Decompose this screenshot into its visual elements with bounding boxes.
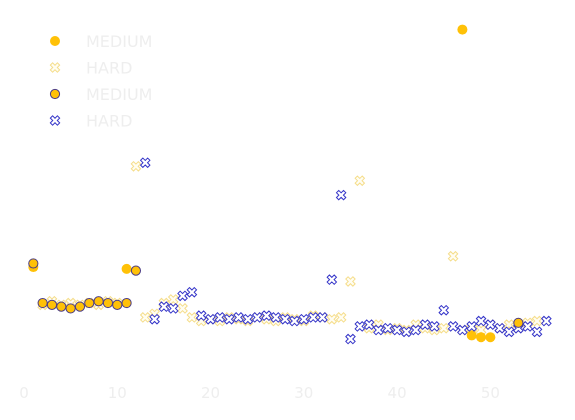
data-point bbox=[457, 24, 468, 35]
data-point bbox=[326, 274, 338, 286]
legend: MEDIUM HARD MEDIUM HARD bbox=[49, 32, 152, 131]
legend-label: HARD bbox=[86, 112, 132, 131]
data-point bbox=[335, 189, 347, 201]
data-point bbox=[345, 276, 356, 287]
data-point bbox=[37, 297, 48, 309]
data-point bbox=[158, 301, 170, 313]
legend-label: HARD bbox=[86, 59, 132, 78]
legend-marker bbox=[49, 88, 61, 100]
data-point bbox=[457, 324, 468, 336]
data-point bbox=[447, 250, 459, 262]
data-point bbox=[363, 319, 375, 331]
data-point bbox=[149, 313, 160, 325]
data-point bbox=[270, 312, 282, 323]
x-tick-label: 0 bbox=[19, 384, 29, 402]
data-point bbox=[139, 312, 151, 323]
data-point bbox=[74, 301, 86, 312]
data-point bbox=[438, 304, 450, 316]
x-tick-label: 30 bbox=[294, 384, 313, 402]
data-point bbox=[513, 317, 524, 328]
legend-label: MEDIUM bbox=[86, 32, 152, 51]
data-point bbox=[177, 290, 188, 302]
data-point bbox=[391, 324, 403, 336]
data-point bbox=[177, 303, 188, 314]
data-point bbox=[261, 310, 272, 322]
data-point bbox=[289, 315, 300, 327]
data-point bbox=[373, 324, 384, 336]
x-tick-label: 10 bbox=[108, 384, 127, 402]
data-point bbox=[485, 319, 496, 331]
series-4 bbox=[139, 157, 552, 345]
data-point bbox=[186, 312, 198, 323]
data-point bbox=[485, 332, 496, 343]
data-point bbox=[186, 286, 198, 298]
data-point bbox=[531, 326, 543, 338]
data-point bbox=[354, 321, 366, 332]
x-axis-ticks: 0 10 20 30 40 50 bbox=[19, 384, 500, 402]
data-point bbox=[494, 322, 506, 334]
data-point bbox=[84, 297, 95, 309]
legend-item: HARD bbox=[49, 112, 132, 131]
legend-item: HARD bbox=[49, 59, 132, 78]
data-point bbox=[242, 313, 254, 325]
legend-marker bbox=[49, 62, 61, 73]
data-point bbox=[401, 326, 412, 338]
data-point bbox=[279, 313, 291, 325]
data-point bbox=[429, 321, 440, 332]
data-point bbox=[93, 296, 104, 307]
data-point bbox=[56, 301, 67, 312]
series-3 bbox=[28, 258, 524, 328]
data-point bbox=[130, 160, 142, 172]
data-point bbox=[317, 312, 328, 323]
data-point bbox=[522, 321, 534, 332]
data-point bbox=[335, 312, 347, 323]
data-point bbox=[121, 263, 132, 274]
x-tick-label: 20 bbox=[201, 384, 220, 402]
data-point bbox=[139, 157, 151, 169]
data-point bbox=[121, 297, 132, 309]
data-point bbox=[46, 299, 58, 310]
data-point bbox=[466, 321, 478, 332]
data-point bbox=[307, 312, 319, 323]
legend-label: MEDIUM bbox=[86, 85, 152, 104]
data-point bbox=[195, 310, 207, 322]
data-point bbox=[475, 315, 487, 327]
points-layer bbox=[28, 24, 552, 345]
data-point bbox=[345, 333, 356, 345]
legend-marker bbox=[50, 36, 60, 46]
data-point bbox=[438, 322, 450, 334]
data-point bbox=[28, 258, 39, 269]
data-point bbox=[167, 303, 179, 314]
data-point bbox=[205, 313, 216, 325]
data-point bbox=[540, 315, 552, 327]
legend-marker bbox=[49, 115, 61, 126]
data-point bbox=[466, 330, 477, 341]
data-point bbox=[214, 312, 226, 323]
data-point bbox=[251, 312, 263, 323]
legend-item: MEDIUM bbox=[50, 32, 152, 51]
x-tick-label: 50 bbox=[481, 384, 500, 402]
data-point bbox=[233, 312, 244, 323]
series-2 bbox=[37, 160, 543, 336]
data-point bbox=[354, 175, 366, 187]
data-point bbox=[102, 297, 114, 309]
data-point bbox=[112, 299, 123, 310]
data-point bbox=[476, 332, 487, 343]
data-point bbox=[410, 324, 422, 336]
data-point bbox=[65, 303, 76, 314]
data-point bbox=[531, 315, 543, 327]
x-tick-label: 40 bbox=[388, 384, 407, 402]
data-point bbox=[223, 313, 235, 325]
data-point bbox=[298, 313, 310, 325]
data-point bbox=[447, 321, 459, 332]
data-point bbox=[382, 322, 394, 334]
data-point bbox=[326, 313, 338, 325]
data-point bbox=[419, 319, 431, 331]
legend-item: MEDIUM bbox=[49, 85, 152, 104]
data-point bbox=[130, 265, 142, 276]
data-point bbox=[503, 326, 515, 338]
